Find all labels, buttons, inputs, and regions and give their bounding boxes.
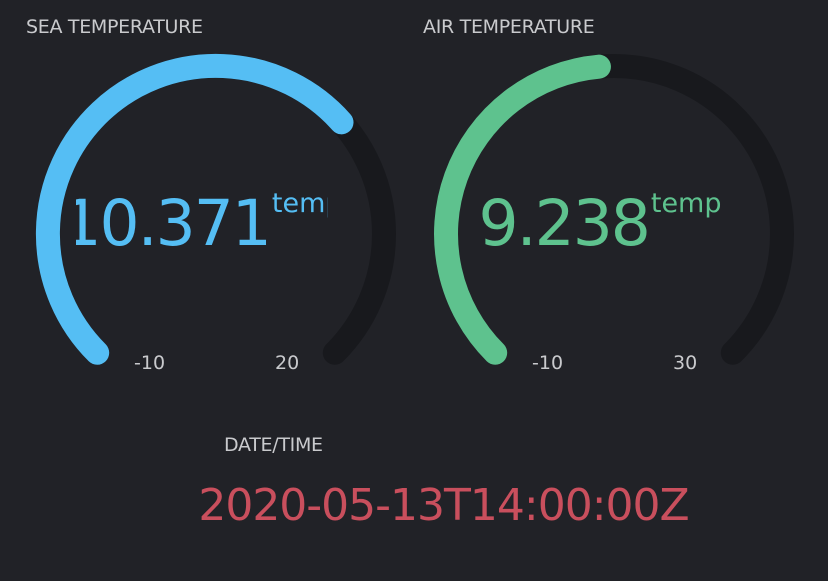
sea-temperature-gauge-arc — [35, 53, 396, 365]
air-temperature-max-label: 30 — [673, 352, 698, 374]
sea-temperature-unit: temp — [271, 188, 328, 219]
sea-temperature-min-label: -10 — [134, 352, 166, 374]
air-temperature-gauge-arc — [434, 53, 794, 365]
air-temperature-min-label: -10 — [532, 352, 564, 374]
sea-temperature-gauge: 10.371 temp -10 20 — [35, 53, 396, 374]
air-temperature-gauge: 9.238 temp -10 30 — [434, 53, 794, 374]
sea-temperature-gauge-fill — [35, 53, 354, 365]
air-temperature-value: 9.238 — [478, 187, 651, 260]
datetime-value: 2020-05-13T14:00:00Z — [198, 480, 689, 531]
air-temperature-unit: temp — [650, 188, 722, 219]
sea-temperature-value: 10.371 — [76, 187, 272, 260]
datetime-label: DATE/TIME — [224, 434, 323, 456]
sea-temperature-max-label: 20 — [275, 352, 300, 374]
sea-temperature-label: SEA TEMPERATURE — [26, 16, 203, 38]
air-temperature-label: AIR TEMPERATURE — [423, 16, 595, 38]
air-temperature-gauge-fill — [434, 54, 611, 365]
